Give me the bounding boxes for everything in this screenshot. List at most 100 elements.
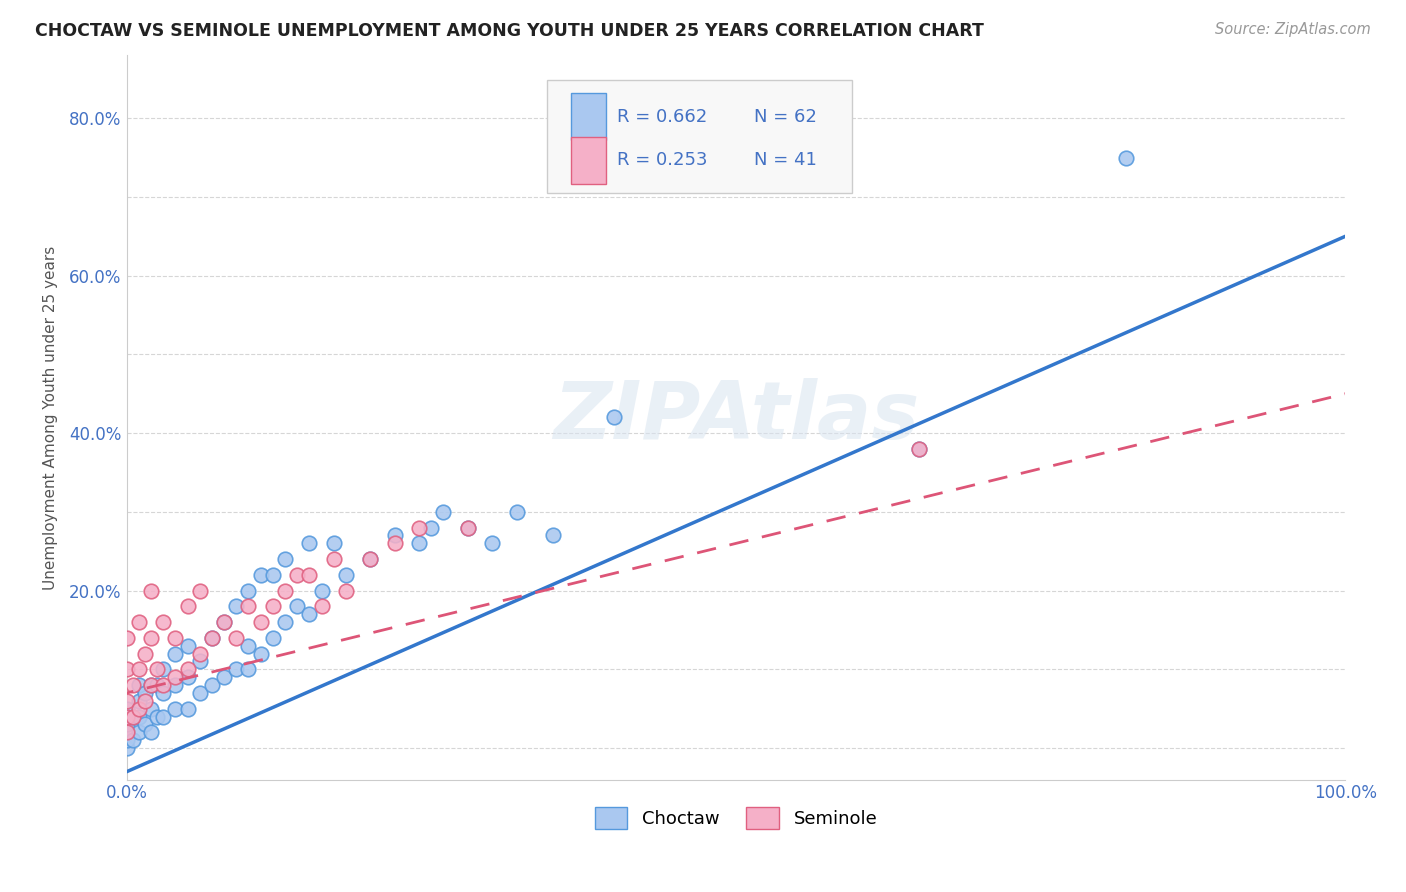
Point bbox=[152, 678, 174, 692]
Point bbox=[212, 670, 235, 684]
Point bbox=[238, 599, 260, 614]
Point bbox=[432, 505, 454, 519]
Y-axis label: Unemployment Among Youth under 25 years: Unemployment Among Youth under 25 years bbox=[44, 245, 58, 590]
Point bbox=[285, 567, 308, 582]
Text: ZIPAtlas: ZIPAtlas bbox=[553, 378, 920, 457]
Point bbox=[262, 567, 284, 582]
Point bbox=[152, 709, 174, 723]
Point bbox=[249, 567, 271, 582]
Point bbox=[134, 717, 156, 731]
Point bbox=[420, 521, 443, 535]
Point bbox=[212, 615, 235, 629]
Point bbox=[165, 702, 187, 716]
Point bbox=[139, 678, 162, 692]
Point bbox=[139, 702, 162, 716]
Point bbox=[262, 631, 284, 645]
FancyBboxPatch shape bbox=[547, 80, 852, 193]
Point bbox=[121, 709, 143, 723]
Point bbox=[188, 647, 211, 661]
Point bbox=[139, 725, 162, 739]
Point bbox=[274, 583, 297, 598]
Text: N = 62: N = 62 bbox=[754, 108, 817, 126]
Point bbox=[311, 583, 333, 598]
Text: CHOCTAW VS SEMINOLE UNEMPLOYMENT AMONG YOUTH UNDER 25 YEARS CORRELATION CHART: CHOCTAW VS SEMINOLE UNEMPLOYMENT AMONG Y… bbox=[35, 22, 984, 40]
Point bbox=[115, 741, 138, 756]
Point bbox=[115, 662, 138, 676]
Point bbox=[285, 599, 308, 614]
Point bbox=[134, 694, 156, 708]
Point bbox=[408, 536, 430, 550]
Point bbox=[238, 583, 260, 598]
Point bbox=[384, 536, 406, 550]
Point bbox=[115, 694, 138, 708]
Text: Source: ZipAtlas.com: Source: ZipAtlas.com bbox=[1215, 22, 1371, 37]
Point bbox=[201, 631, 224, 645]
Legend: Choctaw, Seminole: Choctaw, Seminole bbox=[588, 799, 884, 836]
Point bbox=[274, 552, 297, 566]
Point bbox=[128, 678, 150, 692]
Point bbox=[481, 536, 503, 550]
Text: R = 0.253: R = 0.253 bbox=[617, 151, 707, 169]
Point bbox=[238, 662, 260, 676]
Point bbox=[457, 521, 479, 535]
Point bbox=[322, 536, 344, 550]
Point bbox=[121, 733, 143, 747]
Point bbox=[176, 702, 198, 716]
Point bbox=[115, 631, 138, 645]
Point bbox=[115, 725, 138, 739]
Point bbox=[134, 647, 156, 661]
Point bbox=[384, 528, 406, 542]
Point bbox=[139, 631, 162, 645]
Point bbox=[603, 410, 626, 425]
Point bbox=[335, 583, 357, 598]
Point bbox=[249, 647, 271, 661]
Point bbox=[238, 639, 260, 653]
Point bbox=[128, 709, 150, 723]
Point bbox=[128, 615, 150, 629]
Point bbox=[121, 678, 143, 692]
Point bbox=[298, 607, 321, 622]
Point bbox=[165, 647, 187, 661]
Point bbox=[359, 552, 381, 566]
Point bbox=[115, 702, 138, 716]
Point bbox=[201, 678, 224, 692]
Point bbox=[115, 725, 138, 739]
Text: N = 41: N = 41 bbox=[754, 151, 817, 169]
Point bbox=[212, 615, 235, 629]
Point bbox=[322, 552, 344, 566]
Point bbox=[408, 521, 430, 535]
Point bbox=[262, 599, 284, 614]
Point bbox=[225, 599, 247, 614]
Point bbox=[139, 583, 162, 598]
Point bbox=[176, 662, 198, 676]
Point bbox=[128, 702, 150, 716]
Point bbox=[274, 615, 297, 629]
Point bbox=[115, 709, 138, 723]
Point bbox=[128, 662, 150, 676]
Point bbox=[176, 639, 198, 653]
Point bbox=[505, 505, 527, 519]
Point bbox=[298, 567, 321, 582]
Point bbox=[115, 733, 138, 747]
Point bbox=[908, 442, 931, 456]
Point bbox=[165, 670, 187, 684]
Point bbox=[225, 662, 247, 676]
Point bbox=[201, 631, 224, 645]
Text: R = 0.662: R = 0.662 bbox=[617, 108, 707, 126]
Point bbox=[359, 552, 381, 566]
Point bbox=[134, 686, 156, 700]
Point bbox=[121, 709, 143, 723]
Point bbox=[457, 521, 479, 535]
Point bbox=[188, 583, 211, 598]
Point bbox=[139, 678, 162, 692]
Point bbox=[1115, 151, 1137, 165]
Point bbox=[335, 567, 357, 582]
Point bbox=[165, 631, 187, 645]
Bar bbox=[571, 136, 606, 184]
Point bbox=[146, 678, 169, 692]
Point bbox=[188, 655, 211, 669]
Point bbox=[298, 536, 321, 550]
Point bbox=[152, 686, 174, 700]
Point bbox=[146, 709, 169, 723]
Point bbox=[128, 725, 150, 739]
